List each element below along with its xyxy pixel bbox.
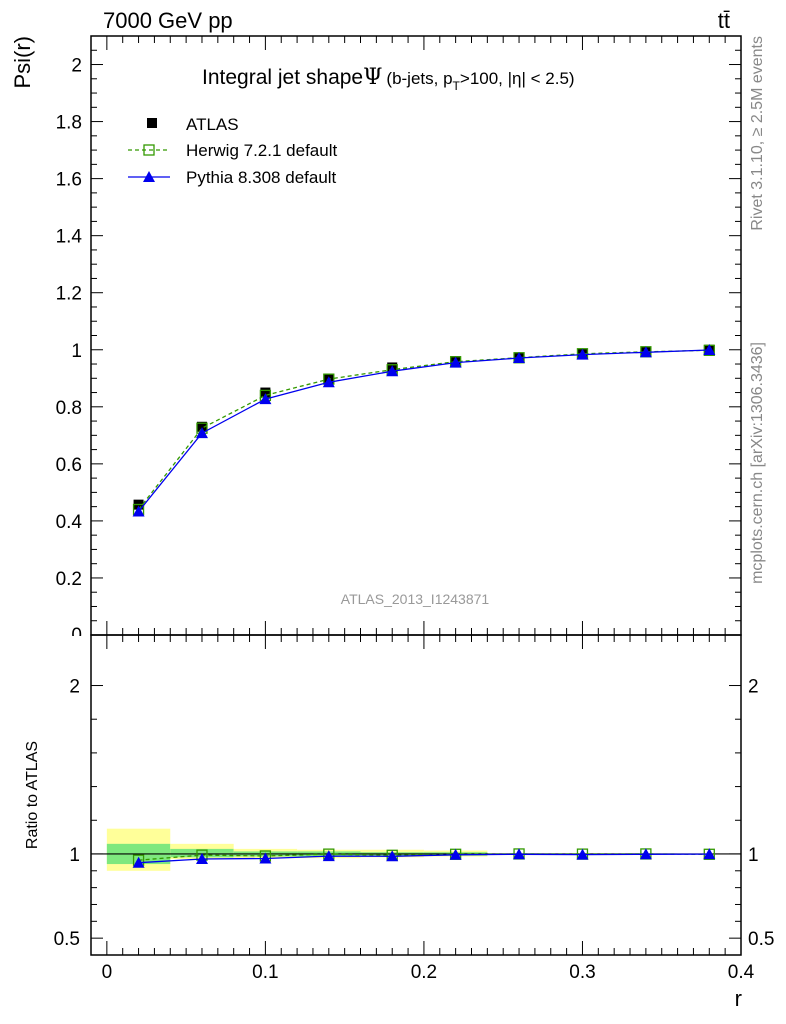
ratio-pythia-point	[196, 853, 208, 864]
ratio-pythia-point	[703, 848, 716, 860]
main-pythia-point	[386, 365, 399, 377]
main-pythia-point	[703, 344, 716, 355]
main-y-tick-label: 0.2	[56, 569, 82, 590]
main-herwig-line	[138, 349, 710, 510]
ratio-y-tick-label: 0.5	[54, 929, 80, 950]
main-y-tick-label: 1.2	[56, 284, 82, 305]
main-pythia-line	[138, 349, 710, 512]
main-y-tick-label: 0.4	[56, 512, 83, 533]
process-label: 7000 GeV pp	[103, 8, 233, 33]
x-tick-label: 0	[102, 962, 113, 983]
ratio-pythia-point	[322, 850, 335, 862]
plot-title-condition-sub: T	[453, 79, 461, 93]
main-y-tick-label: 2	[71, 56, 82, 77]
legend: ATLAS Herwig 7.2.1 default Pythia 8.308 …	[128, 115, 337, 187]
main-pythia-point	[259, 393, 272, 405]
main-pythia-point	[322, 376, 335, 388]
main-y-tick-label: 1.4	[56, 227, 83, 248]
main-atlas-point	[196, 421, 207, 432]
main-pythia-point	[576, 348, 589, 360]
main-y-tick-label: 1.8	[56, 113, 82, 134]
ratio-y-tick-label-right: 1	[748, 845, 759, 866]
main-pythia-point	[196, 427, 208, 439]
ratio-y-tick-label: 1	[69, 845, 80, 866]
mcplots-source-label: mcplots.cern.ch [arXiv:1306.3436]	[749, 342, 766, 584]
rivet-version-label: Rivet 3.1.10, ≥ 2.5M events	[749, 36, 766, 231]
main-y-tick-label: 1.6	[56, 170, 82, 191]
main-panel: 0.2 0.4 0.6 0.8 1 1.2 1.4 1.6 1.8 2 0	[56, 35, 742, 646]
final-state-label: tt̄	[718, 8, 730, 33]
x-tick-label: 0.3	[569, 962, 595, 983]
ratio-pythia-point	[576, 848, 589, 860]
legend-pythia-marker	[143, 171, 155, 182]
main-atlas-point	[260, 387, 271, 398]
x-tick-label: 0.4	[728, 962, 755, 983]
main-y-axis-label: Psi(r)	[10, 36, 35, 89]
ratio-y-tick-label-right: 0.5	[748, 929, 774, 950]
main-y-tick-label: 0	[71, 625, 82, 646]
tick-label-mask	[60, 636, 90, 646]
ratio-pythia-line	[138, 853, 710, 864]
ratio-pythia-point	[386, 850, 399, 862]
ratio-pythia-point	[449, 848, 462, 860]
x-tick-label: 0.1	[252, 962, 278, 983]
main-pythia-point	[449, 356, 462, 368]
legend-atlas-label: ATLAS	[186, 115, 239, 134]
ratio-pythia-point	[513, 848, 525, 860]
legend-herwig-label: Herwig 7.2.1 default	[186, 141, 337, 160]
main-pythia-point	[132, 505, 145, 517]
main-pythia-point	[639, 346, 652, 358]
ratio-panel: 0 0.1 0.2 0.3 0.4 0.5 0.5 1 1 2 2	[54, 634, 774, 983]
main-pythia-point	[513, 352, 525, 363]
main-y-tick-label: 0.8	[56, 398, 82, 419]
ratio-y-tick-label: 2	[69, 677, 80, 698]
ratio-y-axis-label: Ratio to ATLAS	[24, 741, 41, 849]
plot-title: Integral jet shapeΨ (b-jets, pT>100, |η| …	[202, 65, 575, 93]
ratio-y-tick-label-right: 2	[748, 677, 759, 698]
plot-title-symbol: Ψ	[363, 65, 382, 90]
legend-atlas-marker	[147, 118, 157, 128]
ratio-pythia-point	[132, 856, 145, 868]
plot-title-condition-a: (b-jets, p	[386, 69, 452, 88]
ratio-panel-frame	[90, 634, 742, 956]
ratio-pythia-point	[259, 852, 272, 864]
plot-title-main: Integral jet shape	[202, 66, 363, 89]
plot-title-condition-b: >100, |η| < 2.5)	[460, 69, 575, 88]
legend-herwig-marker	[143, 144, 155, 156]
analysis-watermark: ATLAS_2013_I1243871	[341, 591, 490, 607]
ratio-pythia-point	[639, 848, 652, 860]
legend-pythia-label: Pythia 8.308 default	[186, 168, 337, 187]
main-y-tick-label: 1	[71, 341, 82, 362]
main-y-tick-label: 0.6	[56, 455, 82, 476]
x-axis-label: r	[735, 986, 742, 1011]
x-tick-label: 0.2	[411, 962, 437, 983]
